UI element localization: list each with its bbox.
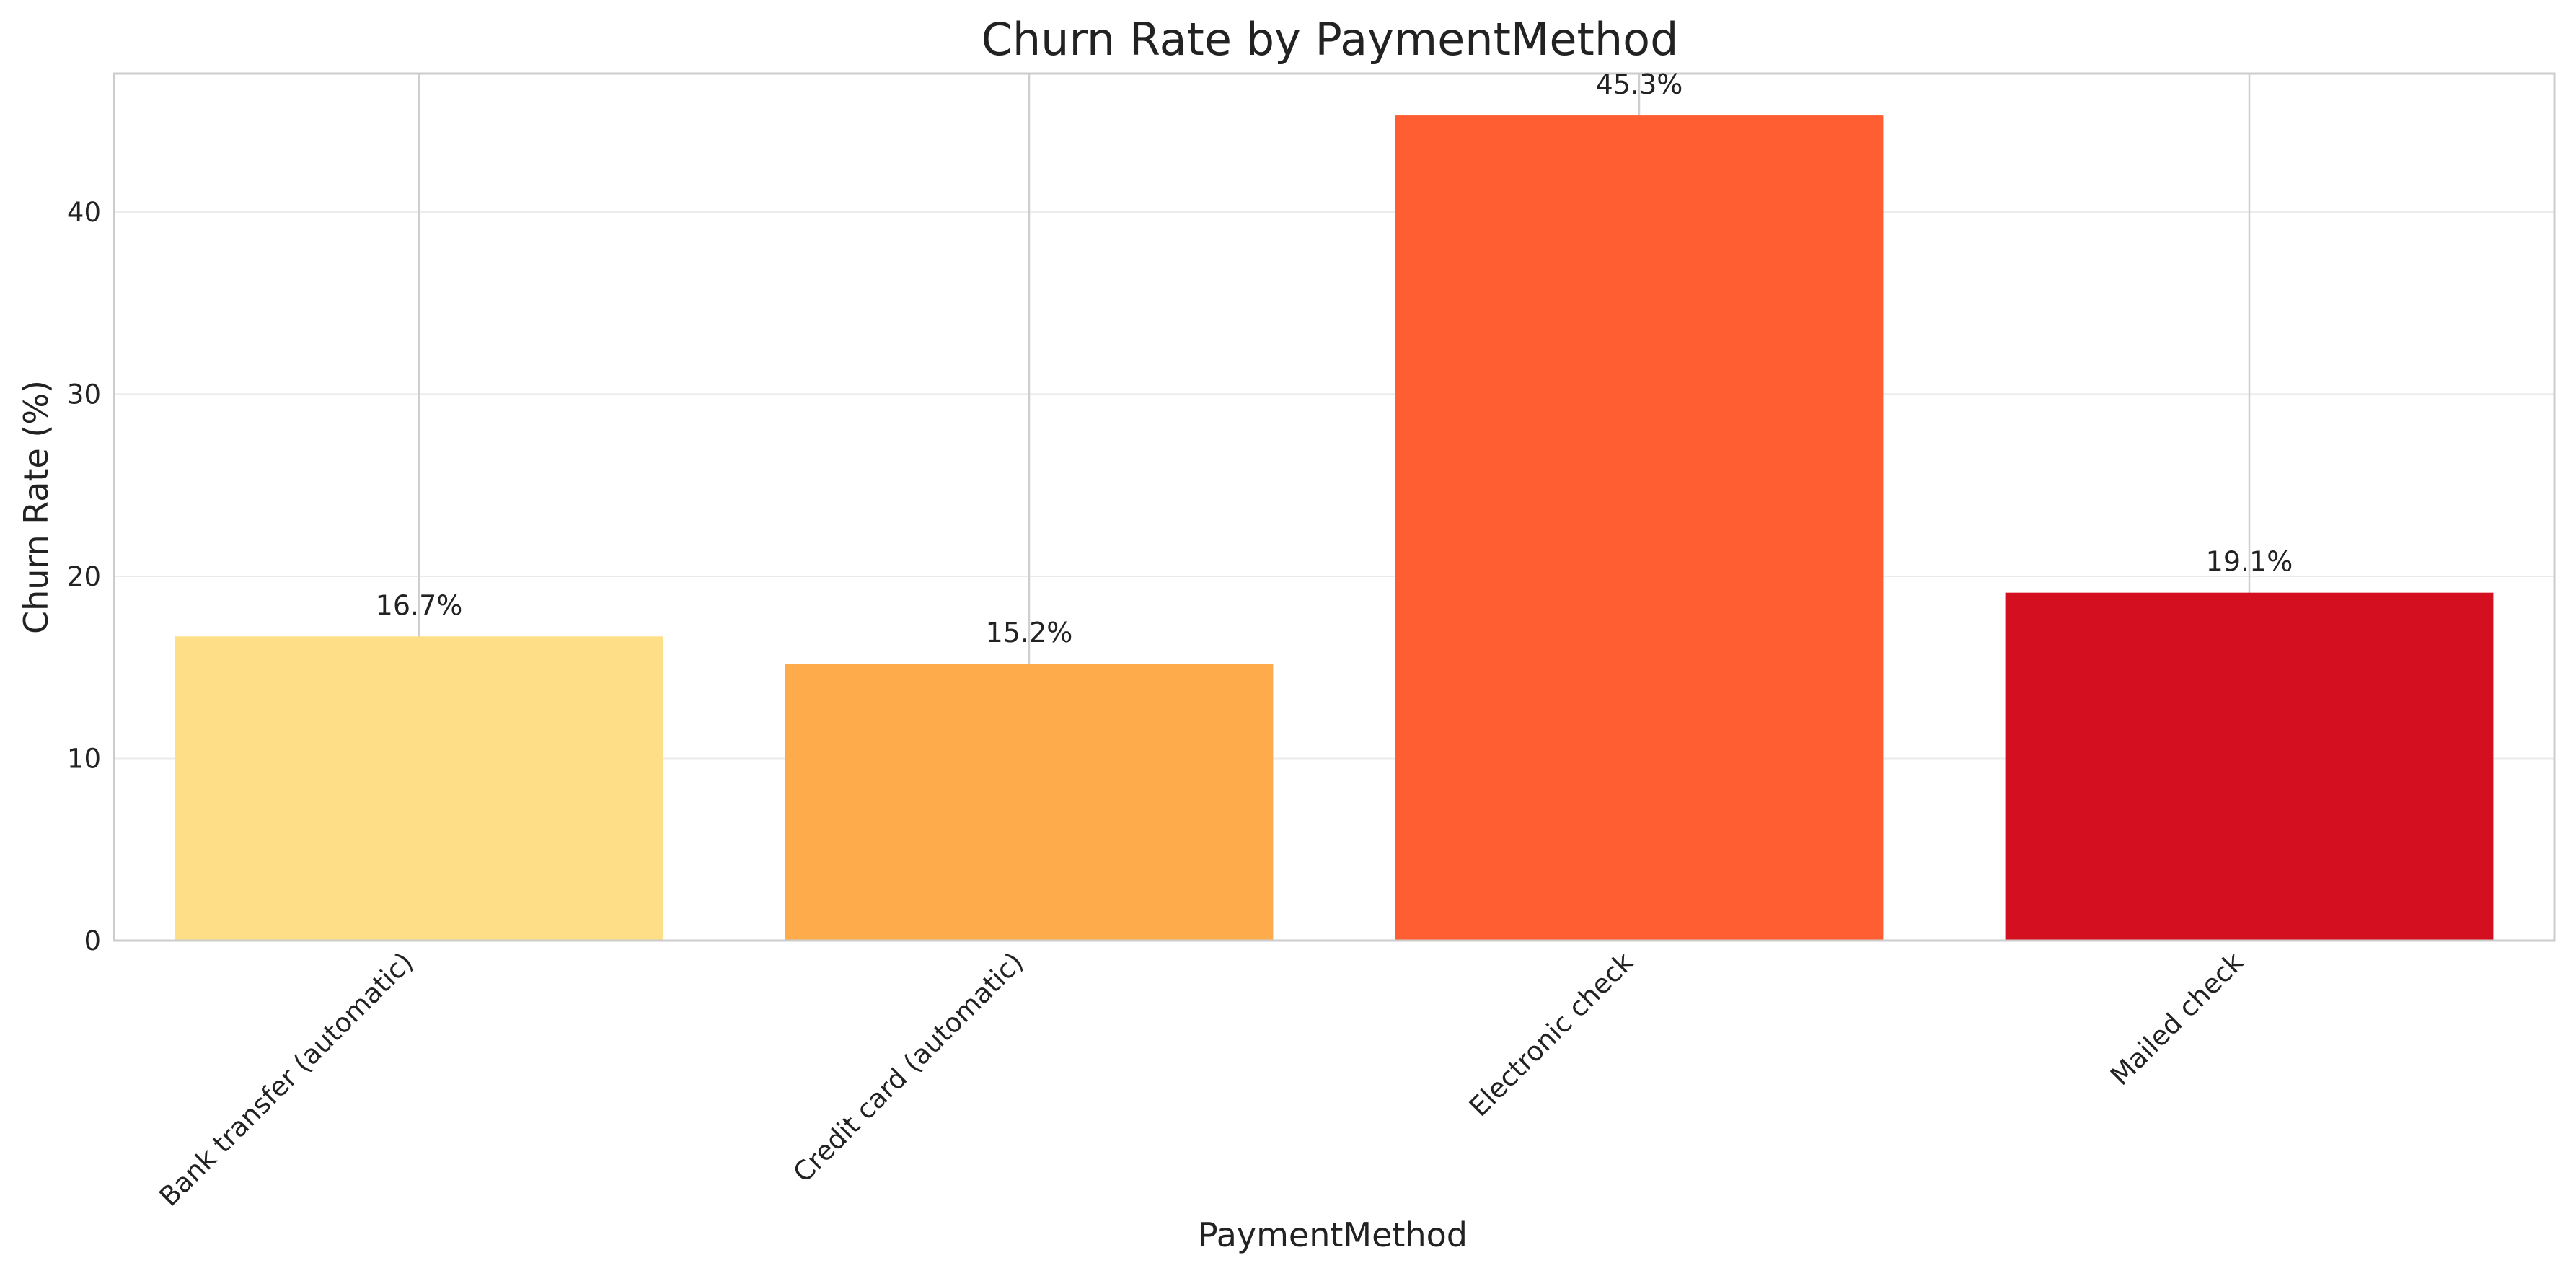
bar-value-label: 45.3% [1596,69,1683,100]
bar-value-label: 19.1% [2206,546,2293,578]
data-labels: 16.7% 15.2% 45.3% 19.1% [376,69,2293,648]
x-tick-label: Mailed check [2104,946,2250,1092]
y-tick-label: 10 [67,743,101,774]
y-tick-label: 20 [67,561,101,592]
bar [1395,115,1884,941]
chart-title: Churn Rate by PaymentMethod [982,13,1679,66]
x-tick-label: Credit card (automatic) [788,946,1030,1189]
bar [175,636,663,941]
bar-value-label: 15.2% [986,617,1073,648]
x-axis-label: PaymentMethod [1198,1215,1468,1254]
x-tick-label: Bank transfer (automatic) [154,946,420,1213]
plot-frame [113,72,2556,942]
y-tick-label: 30 [67,379,101,410]
bar-value-label: 16.7% [376,589,463,621]
x-tick-label: Electronic check [1463,946,1640,1123]
bar [2005,592,2494,941]
bars [175,115,2494,941]
y-tick-label: 0 [84,925,101,956]
x-axis-ticks: Bank transfer (automatic) Credit card (au… [154,946,2250,1213]
y-axis-label: Churn Rate (%) [17,380,56,634]
y-tick-label: 40 [67,197,101,228]
y-axis-ticks: 0 10 20 30 40 [67,197,101,956]
bar [785,664,1274,941]
